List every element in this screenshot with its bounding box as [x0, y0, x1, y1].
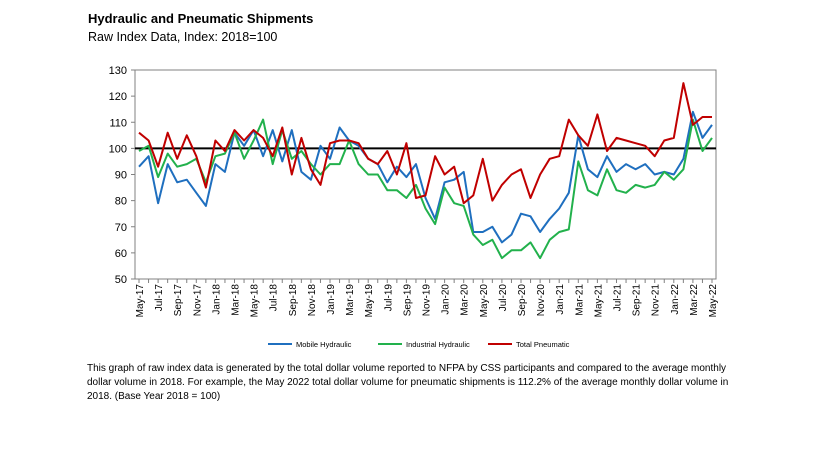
plot-area	[134, 69, 717, 280]
x-tick-label: Nov-17	[192, 284, 203, 317]
x-tick-label: Jan-18	[211, 284, 222, 315]
line-chart: 50 60 70 80 90 100 110 120 130 May-17 Jul-17 Sep-1…	[109, 65, 719, 349]
x-tick-label: Jul-17	[154, 284, 165, 312]
x-tick-label: May-20	[479, 284, 490, 318]
y-tick-label: 60	[115, 248, 127, 260]
x-tick-label: May-17	[135, 284, 146, 318]
x-tick-label: Jul-18	[269, 284, 280, 312]
x-tick-label: Sep-20	[517, 284, 528, 317]
y-tick-label: 130	[109, 65, 127, 77]
x-tick-label: Nov-18	[307, 284, 318, 317]
y-tick-label: 70	[115, 222, 127, 234]
x-tick-label: May-18	[250, 284, 261, 318]
legend-label-mobile-hydraulic: Mobile Hydraulic	[296, 340, 352, 349]
x-tick-label: Sep-17	[173, 284, 184, 317]
x-tick-label: Mar-19	[345, 284, 356, 316]
x-tick-label: Sep-19	[402, 284, 413, 317]
x-tick-label: Jul-20	[498, 284, 509, 312]
x-tick-label: Mar-18	[231, 284, 242, 316]
chart-footnote: This graph of raw index data is generate…	[87, 363, 729, 402]
x-tick-label: Jan-19	[326, 284, 337, 315]
series-line-industrial-hydraulic	[138, 118, 713, 260]
x-tick-label: Nov-20	[536, 284, 547, 317]
y-tick-label: 100	[109, 143, 127, 155]
y-tick-label: 80	[115, 196, 127, 208]
x-tick-label: Jul-19	[383, 284, 394, 312]
y-tick-label: 120	[109, 91, 127, 103]
x-tick-label: Mar-22	[689, 284, 700, 316]
x-tick-label: Sep-21	[632, 284, 643, 317]
x-tick-label: Jan-22	[670, 284, 681, 315]
x-tick-label: May-19	[364, 284, 375, 318]
legend-label-total-pneumatic: Total Pneumatic	[516, 340, 570, 349]
x-tick-label: Jan-21	[555, 284, 566, 315]
x-tick-label: Nov-19	[422, 284, 433, 317]
legend-label-industrial-hydraulic: Industrial Hydraulic	[406, 340, 470, 349]
x-tick-label: Jan-20	[441, 284, 452, 315]
x-tick-label: Mar-21	[574, 284, 585, 316]
x-tick-label: Jul-21	[613, 284, 624, 312]
y-tick-label: 110	[109, 117, 127, 129]
x-tick-label: May-22	[708, 284, 719, 318]
x-tick-label: Mar-20	[460, 284, 471, 316]
series-line-mobile-hydraulic	[138, 110, 713, 244]
y-tick-label: 90	[115, 170, 127, 182]
x-tick-label: May-21	[593, 284, 604, 318]
x-tick-label: Sep-18	[288, 284, 299, 317]
series-line-total-pneumatic	[138, 82, 712, 205]
chart-subtitle: Raw Index Data, Index: 2018=100	[88, 30, 278, 44]
y-tick-label: 50	[115, 274, 127, 286]
chart-title: Hydraulic and Pneumatic Shipments	[88, 11, 314, 26]
x-tick-label: Nov-21	[651, 284, 662, 317]
